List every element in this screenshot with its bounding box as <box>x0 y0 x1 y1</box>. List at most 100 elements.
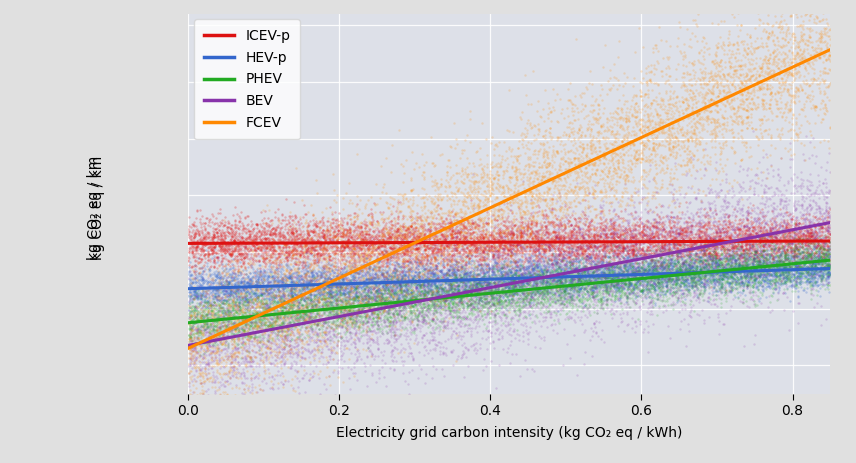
Point <box>664 269 678 276</box>
Point <box>290 314 304 321</box>
Point <box>651 234 665 242</box>
Point <box>305 233 318 240</box>
Point <box>726 231 740 238</box>
Point <box>814 163 828 170</box>
Point <box>281 324 294 331</box>
Point <box>693 273 706 280</box>
Point <box>764 70 778 78</box>
Point <box>545 289 559 296</box>
Point <box>623 290 637 297</box>
Point <box>770 235 783 242</box>
Point <box>340 289 354 296</box>
Point <box>801 251 815 259</box>
Point <box>302 315 316 323</box>
Point <box>318 238 332 245</box>
Point <box>213 244 227 252</box>
Point <box>372 263 385 271</box>
Point <box>257 269 270 276</box>
Point <box>694 105 708 113</box>
Point <box>606 113 620 121</box>
Point <box>329 295 342 303</box>
Point <box>267 275 281 282</box>
Point <box>764 131 778 139</box>
Point <box>569 243 583 250</box>
Point <box>816 190 829 197</box>
Point <box>659 169 673 176</box>
Point <box>478 244 491 252</box>
Point <box>309 292 323 299</box>
Point <box>562 250 576 257</box>
Point <box>484 292 497 299</box>
Point <box>497 297 511 305</box>
Point <box>740 70 754 77</box>
Point <box>262 325 276 333</box>
Point <box>502 247 516 254</box>
Point <box>300 284 314 291</box>
Point <box>269 281 282 288</box>
Point <box>384 293 398 300</box>
Point <box>367 277 381 284</box>
Point <box>757 253 770 261</box>
Point <box>402 269 416 276</box>
Point <box>341 243 354 250</box>
Point <box>585 143 598 150</box>
Point <box>624 243 638 250</box>
Point <box>558 290 572 298</box>
Point <box>372 340 385 348</box>
Point <box>490 194 503 201</box>
Point <box>580 151 593 158</box>
Point <box>771 254 785 261</box>
Point <box>583 175 597 182</box>
Point <box>712 254 726 262</box>
Point <box>354 230 367 238</box>
Point <box>639 118 652 125</box>
Point <box>427 249 441 257</box>
Point <box>443 279 457 286</box>
Point <box>253 308 266 316</box>
Point <box>556 220 570 228</box>
Point <box>746 288 759 295</box>
Point <box>576 242 590 249</box>
Point <box>734 226 748 233</box>
Point <box>574 284 587 291</box>
Point <box>600 277 614 284</box>
Point <box>299 317 312 324</box>
Point <box>559 303 573 311</box>
Point <box>702 200 716 208</box>
Point <box>220 247 234 255</box>
Point <box>770 240 784 247</box>
Point <box>619 275 633 283</box>
Point <box>583 247 597 255</box>
Point <box>769 219 782 226</box>
Point <box>515 245 529 253</box>
Point <box>300 282 313 289</box>
Point <box>616 284 630 292</box>
Point <box>564 283 578 291</box>
Point <box>230 323 244 331</box>
Point <box>270 232 284 239</box>
Point <box>284 364 298 372</box>
Point <box>467 289 481 296</box>
Point <box>357 295 371 302</box>
Point <box>581 241 595 249</box>
Point <box>627 276 641 283</box>
Point <box>582 301 596 309</box>
Point <box>261 317 275 325</box>
Point <box>216 247 229 254</box>
Point <box>723 78 737 86</box>
Point <box>234 354 247 362</box>
Point <box>611 76 625 83</box>
Point <box>517 265 531 273</box>
Point <box>465 288 479 295</box>
Point <box>725 268 739 275</box>
Point <box>534 298 548 305</box>
Point <box>712 261 726 269</box>
Point <box>434 180 448 187</box>
Point <box>464 290 478 297</box>
Point <box>728 263 742 270</box>
Point <box>788 136 801 144</box>
Point <box>562 263 576 270</box>
Point <box>801 4 815 11</box>
Point <box>650 237 663 244</box>
Point <box>647 250 661 257</box>
